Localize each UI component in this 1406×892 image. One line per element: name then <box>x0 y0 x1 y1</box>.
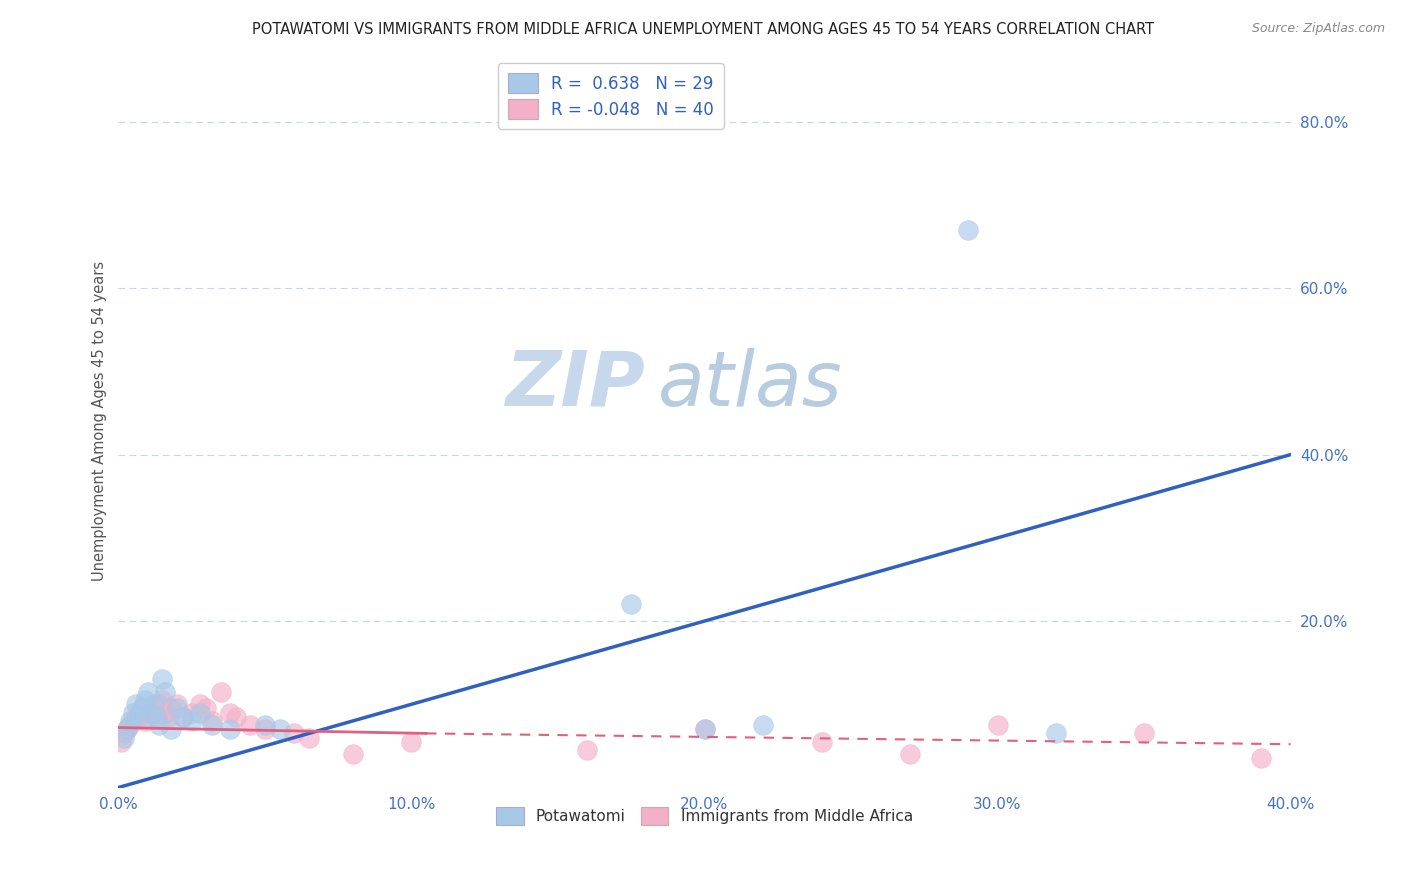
Text: atlas: atlas <box>658 348 842 422</box>
Point <box>201 718 224 732</box>
Point <box>128 710 150 724</box>
Point <box>898 747 921 762</box>
Point <box>401 735 423 749</box>
Point <box>1133 726 1156 740</box>
Point <box>110 735 132 749</box>
Point <box>160 701 183 715</box>
Point <box>120 714 142 728</box>
Point <box>957 223 980 237</box>
Point <box>253 723 276 737</box>
Point <box>752 718 775 732</box>
Point <box>125 710 148 724</box>
Point <box>810 735 832 749</box>
Y-axis label: Unemployment Among Ages 45 to 54 years: Unemployment Among Ages 45 to 54 years <box>93 261 107 582</box>
Point <box>190 706 212 720</box>
Point <box>142 710 165 724</box>
Point <box>112 731 135 745</box>
Point <box>128 706 150 720</box>
Point <box>148 718 170 732</box>
Point <box>576 743 599 757</box>
Text: ZIP: ZIP <box>506 348 645 422</box>
Point <box>218 723 240 737</box>
Point <box>225 710 247 724</box>
Point <box>145 710 167 724</box>
Point <box>152 673 174 687</box>
Point <box>122 714 145 728</box>
Point <box>166 698 188 712</box>
Point <box>172 710 194 724</box>
Point <box>134 693 156 707</box>
Point <box>269 723 291 737</box>
Point <box>166 701 188 715</box>
Point <box>1250 751 1272 765</box>
Point <box>620 598 643 612</box>
Point <box>180 714 202 728</box>
Point <box>142 698 165 712</box>
Point <box>190 698 212 712</box>
Point <box>195 701 218 715</box>
Point <box>172 710 194 724</box>
Text: POTAWATOMI VS IMMIGRANTS FROM MIDDLE AFRICA UNEMPLOYMENT AMONG AGES 45 TO 54 YEA: POTAWATOMI VS IMMIGRANTS FROM MIDDLE AFR… <box>252 22 1154 37</box>
Point <box>218 706 240 720</box>
Point <box>693 723 716 737</box>
Point <box>115 723 138 737</box>
Point <box>112 726 135 740</box>
Point <box>134 714 156 728</box>
Point <box>148 698 170 712</box>
Point <box>987 718 1010 732</box>
Point <box>157 710 180 724</box>
Legend: Potawatomi, Immigrants from Middle Africa: Potawatomi, Immigrants from Middle Afric… <box>489 801 920 831</box>
Point <box>139 706 162 720</box>
Point <box>115 723 138 737</box>
Point <box>298 731 321 745</box>
Point <box>201 714 224 728</box>
Point <box>131 701 153 715</box>
Point <box>209 685 232 699</box>
Point <box>239 718 262 732</box>
Point <box>1045 726 1067 740</box>
Point <box>122 706 145 720</box>
Text: Source: ZipAtlas.com: Source: ZipAtlas.com <box>1251 22 1385 36</box>
Point <box>155 685 177 699</box>
Point <box>131 701 153 715</box>
Point <box>693 723 716 737</box>
Point <box>125 698 148 712</box>
Point <box>160 723 183 737</box>
Point <box>253 718 276 732</box>
Point <box>283 726 305 740</box>
Point <box>342 747 364 762</box>
Point <box>180 706 202 720</box>
Point <box>145 701 167 715</box>
Point <box>155 706 177 720</box>
Point <box>136 685 159 699</box>
Point <box>136 710 159 724</box>
Point <box>152 693 174 707</box>
Point <box>120 718 142 732</box>
Point <box>139 706 162 720</box>
